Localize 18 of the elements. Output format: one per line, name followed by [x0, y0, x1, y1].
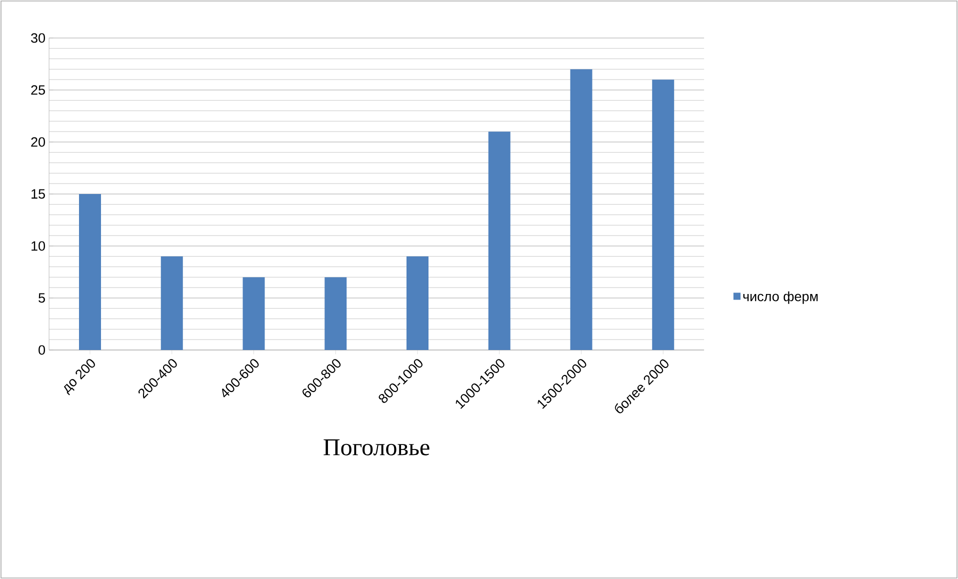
x-tick-label: до 200 — [64, 359, 95, 396]
bar — [406, 256, 428, 350]
bar — [242, 277, 265, 350]
y-tick-label: 5 — [38, 293, 45, 303]
bar — [324, 277, 347, 350]
y-tick-label: 30 — [31, 33, 46, 43]
y-tick-label: 15 — [32, 189, 45, 199]
bar — [79, 194, 101, 350]
legend-label: число ферм — [743, 291, 818, 304]
bar — [160, 256, 183, 350]
y-tick-label: 0 — [38, 345, 46, 355]
bar — [652, 80, 674, 350]
y-tick-label: 20 — [31, 137, 46, 147]
y-tick-label: 10 — [32, 241, 46, 251]
bar — [488, 132, 510, 350]
bar — [570, 69, 592, 350]
x-axis-title: Поголовье — [324, 439, 430, 456]
y-tick-label: 25 — [31, 85, 45, 95]
